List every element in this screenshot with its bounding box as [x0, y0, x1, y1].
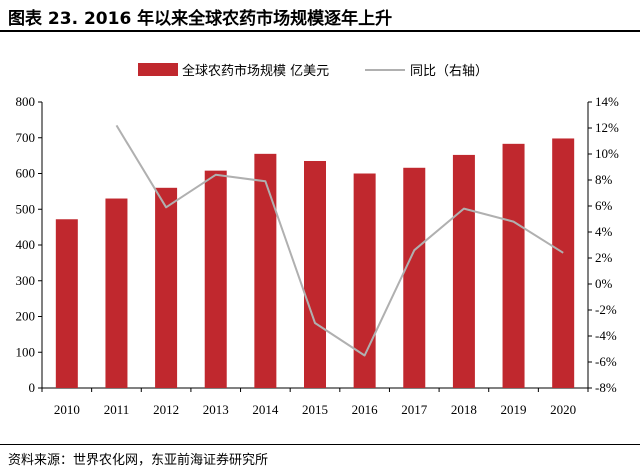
bar-2012 — [155, 187, 178, 388]
y-tick-label-right: 14% — [595, 94, 619, 109]
x-tick-label: 2019 — [501, 402, 527, 417]
bar-2018 — [452, 154, 475, 388]
y-tick-label-right: 4% — [595, 224, 613, 239]
footer-divider — [0, 444, 640, 445]
x-tick-label: 2013 — [203, 402, 229, 417]
source-note: 资料来源：世界农化网，东亚前海证券研究所 — [8, 453, 269, 468]
x-tick-label: 2015 — [302, 402, 328, 417]
x-tick-label: 2014 — [252, 402, 279, 417]
bar-2010 — [55, 219, 78, 388]
x-tick-label: 2010 — [54, 402, 80, 417]
y-tick-label-right: 0% — [595, 276, 613, 291]
y-tick-label-left: 600 — [16, 166, 36, 181]
y-tick-label-left: 300 — [16, 273, 36, 288]
legend: 全球农药市场规模 亿美元 同比（右轴） — [138, 63, 488, 79]
yoy-line-path — [115, 124, 564, 357]
y-tick-label-left: 400 — [16, 237, 36, 252]
y-tick-label-left: 700 — [16, 130, 36, 145]
legend-line-label: 同比（右轴） — [410, 64, 488, 79]
y-tick-label-left: 0 — [29, 380, 36, 395]
tick-labels: 0 100 200 300 400 500 600 700 800 -8% -6% -4% -2% 0% 2… — [16, 94, 620, 417]
y-tick-label-right: -2% — [595, 302, 617, 317]
legend-bar-swatch — [138, 63, 178, 76]
x-tick-label: 2011 — [104, 402, 130, 417]
bar-2019 — [502, 143, 525, 388]
bars — [55, 138, 575, 388]
chart-title: 图表 23. 2016 年以来全球农药市场规模逐年上升 — [8, 9, 393, 29]
y-tick-label-left: 200 — [16, 309, 36, 324]
bar-2011 — [105, 198, 128, 388]
y-tick-label-right: 12% — [595, 120, 619, 135]
x-tick-label: 2018 — [451, 402, 477, 417]
y-tick-label-left: 100 — [16, 344, 36, 359]
y-tick-label-right: -8% — [595, 380, 617, 395]
bar-2016 — [353, 173, 376, 388]
y-tick-label-right: -4% — [595, 328, 617, 343]
x-tick-label: 2016 — [352, 402, 379, 417]
y-tick-label-right: -6% — [595, 354, 617, 369]
x-tick-label: 2017 — [401, 402, 428, 417]
bar-2014 — [254, 153, 277, 388]
yoy-line — [115, 124, 564, 357]
bar-2013 — [204, 170, 227, 388]
title-divider — [0, 30, 640, 32]
bar-2020 — [552, 138, 575, 388]
bar-2015 — [304, 160, 326, 388]
y-tick-label-left: 800 — [16, 94, 36, 109]
legend-bar-label: 全球农药市场规模 亿美元 — [182, 63, 329, 79]
y-tick-label-right: 8% — [595, 172, 613, 187]
y-tick-label-left: 500 — [16, 201, 36, 216]
bar-2017 — [403, 167, 426, 388]
y-tick-label-right: 10% — [595, 146, 619, 161]
y-tick-label-right: 2% — [595, 250, 613, 265]
x-tick-label: 2012 — [153, 402, 179, 417]
x-tick-label: 2020 — [550, 402, 576, 417]
y-tick-label-right: 6% — [595, 198, 613, 213]
